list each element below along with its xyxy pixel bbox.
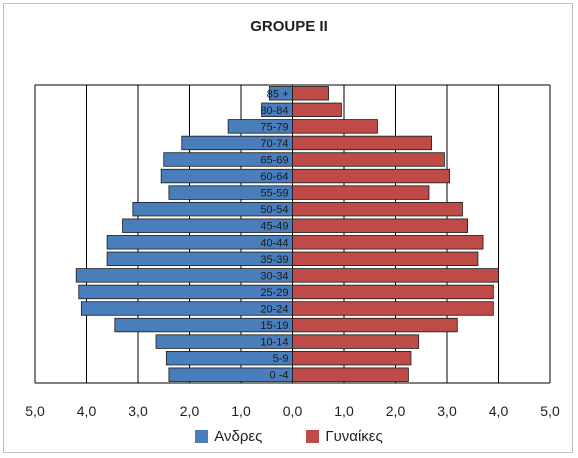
category-label: 50-54 bbox=[260, 204, 288, 216]
bar-women-30-34 bbox=[293, 269, 499, 283]
bar-women-20-24 bbox=[293, 302, 494, 316]
x-tick-label: 1,0 bbox=[231, 403, 251, 419]
bar-women-25-29 bbox=[293, 285, 494, 299]
category-label: 60-64 bbox=[260, 171, 288, 183]
category-label: 85 + bbox=[267, 88, 289, 100]
x-tick-labels: 5,0 4,0 3,0 2,0 1,0 0,0 1,0 2,0 3,0 4,0 5,0 bbox=[25, 403, 560, 419]
category-label: 20-24 bbox=[260, 304, 288, 316]
x-tick-label: 1,0 bbox=[334, 403, 354, 419]
bar-women-5-9 bbox=[293, 351, 411, 365]
bar-women-10-14 bbox=[293, 335, 419, 349]
bar-women-40-44 bbox=[293, 235, 484, 249]
category-label: 65-69 bbox=[260, 155, 288, 167]
x-tick-label: 3,0 bbox=[128, 403, 148, 419]
legend-item-women: Γυναίκες bbox=[306, 428, 382, 445]
category-label: 10-14 bbox=[260, 337, 288, 349]
x-tick-label: 2,0 bbox=[386, 403, 406, 419]
legend-label-men: Ανδρες bbox=[214, 428, 262, 445]
x-tick-label: 4,0 bbox=[77, 403, 97, 419]
category-label: 35-39 bbox=[260, 254, 288, 266]
x-tick-label: 0,0 bbox=[283, 403, 303, 419]
x-tick-label: 3,0 bbox=[437, 403, 457, 419]
bar-women-55-59 bbox=[293, 186, 429, 200]
category-label: 25-29 bbox=[260, 287, 288, 299]
legend-item-men: Ανδρες bbox=[195, 428, 262, 445]
x-tick-label: 4,0 bbox=[489, 403, 509, 419]
bar-women-35-39 bbox=[293, 252, 478, 266]
bar-women-85- bbox=[293, 86, 329, 100]
bar-women-65-69 bbox=[293, 153, 445, 167]
legend-swatch-men bbox=[195, 430, 208, 443]
bar-women-70-74 bbox=[293, 136, 432, 150]
bar-women-50-54 bbox=[293, 202, 463, 216]
category-labels: 0 -4 5-9 10-14 15-19 20-24 25-29 30-34 35-39 40-… bbox=[260, 88, 288, 381]
category-label: 15-19 bbox=[260, 320, 288, 332]
category-label: 70-74 bbox=[260, 138, 288, 150]
legend-swatch-women bbox=[306, 430, 319, 443]
bar-women-80-84 bbox=[293, 103, 342, 117]
category-label: 40-44 bbox=[260, 237, 288, 249]
category-label: 5-9 bbox=[273, 353, 289, 365]
bar-women-60-64 bbox=[293, 169, 450, 183]
category-label: 75-79 bbox=[260, 121, 288, 133]
legend-label-women: Γυναίκες bbox=[325, 428, 382, 445]
legend: Ανδρες Γυναίκες bbox=[0, 428, 578, 445]
bar-women-45-49 bbox=[293, 219, 468, 233]
x-tick-label: 5,0 bbox=[25, 403, 45, 419]
x-tick-label: 2,0 bbox=[180, 403, 200, 419]
bar-women-75-79 bbox=[293, 120, 378, 134]
x-tick-label: 5,0 bbox=[540, 403, 560, 419]
bar-women-0-4 bbox=[293, 368, 409, 382]
category-label: 0 -4 bbox=[270, 370, 289, 382]
category-label: 45-49 bbox=[260, 221, 288, 233]
category-label: 55-59 bbox=[260, 188, 288, 200]
bar-women-15-19 bbox=[293, 318, 458, 332]
category-label: 80-84 bbox=[260, 105, 288, 117]
category-label: 30-34 bbox=[260, 270, 288, 282]
